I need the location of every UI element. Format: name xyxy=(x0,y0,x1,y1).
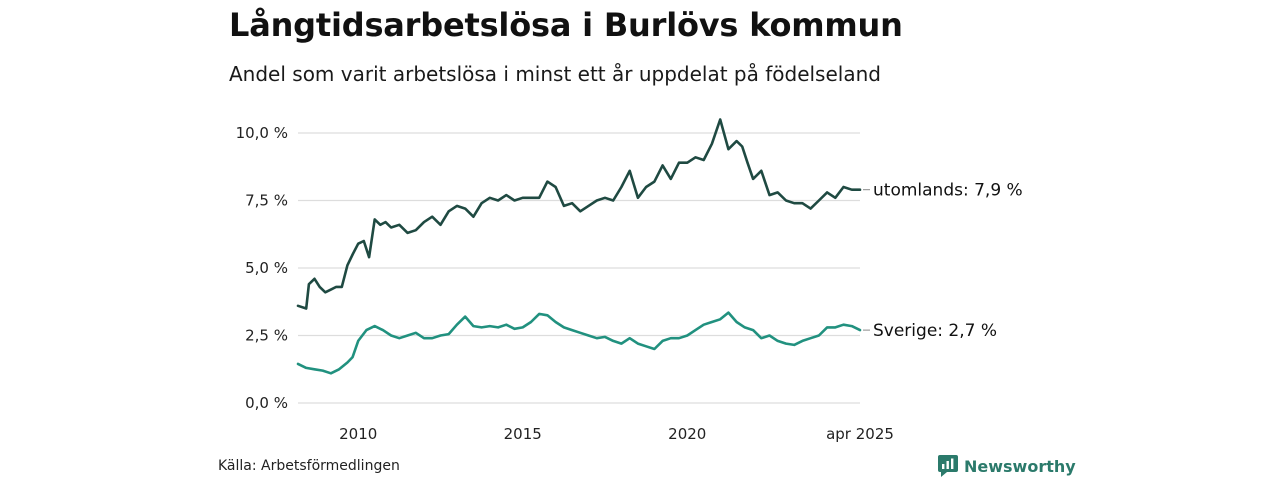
gridlines xyxy=(298,132,860,404)
y-axis-tick-labels: 0,0 % 2,5 % 5,0 % 7,5 % 10,0 % xyxy=(236,124,288,412)
brand-name: Newsworthy xyxy=(964,456,1076,476)
x-axis-tick-labels: 2010 2015 2020 apr 2025 xyxy=(339,425,894,443)
y-tick-label: 7,5 % xyxy=(245,192,288,210)
y-tick-label: 5,0 % xyxy=(245,259,288,277)
x-tick-label: 2015 xyxy=(504,425,542,443)
series-end-label: Sverige: 2,7 % xyxy=(873,321,997,341)
series-lines xyxy=(296,118,862,375)
end-labels: utomlands: 7,9 % Sverige: 2,7 % xyxy=(863,181,1023,341)
chart-title: Långtidsarbetslösa i Burlövs kommun xyxy=(229,6,903,44)
series-line-utomlands xyxy=(296,118,862,310)
chart-subtitle: Andel som varit arbetslösa i minst ett å… xyxy=(229,62,881,86)
x-tick-label: 2010 xyxy=(339,425,377,443)
series-line-sverige xyxy=(296,311,862,375)
source-note: Källa: Arbetsförmedlingen xyxy=(218,458,400,474)
x-tick-label: 2020 xyxy=(668,425,706,443)
newsworthy-logo-icon xyxy=(938,455,958,477)
y-tick-label: 0,0 % xyxy=(245,394,288,412)
brand-logo[interactable]: Newsworthy xyxy=(938,455,1076,477)
y-tick-label: 2,5 % xyxy=(245,327,288,345)
y-tick-label: 10,0 % xyxy=(236,124,288,142)
x-tick-label: apr 2025 xyxy=(826,425,894,443)
series-end-label: utomlands: 7,9 % xyxy=(873,181,1023,201)
